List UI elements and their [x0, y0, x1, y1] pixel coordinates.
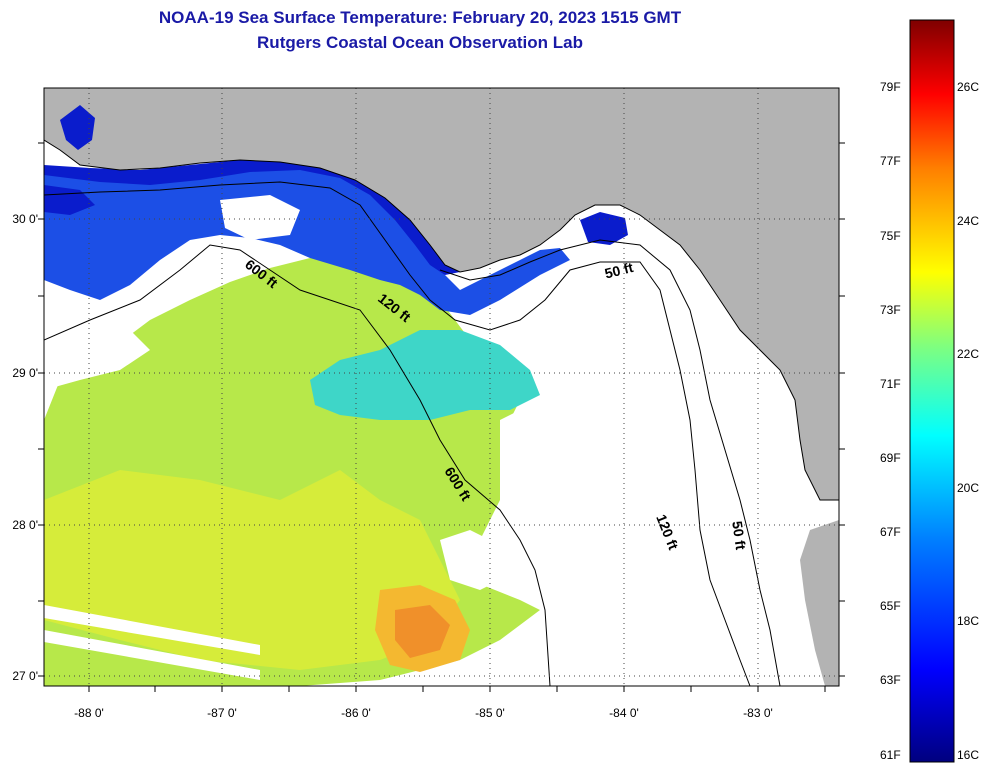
- cloud-patch: [44, 300, 150, 390]
- lat-label-30: 30 0': [12, 212, 38, 226]
- colorbar-f-label: 63F: [880, 673, 901, 687]
- colorbar-f-label: 65F: [880, 599, 901, 613]
- sst-darkblue-coastal: [44, 160, 470, 275]
- map-title: NOAA-19 Sea Surface Temperature: Februar…: [158, 8, 682, 27]
- bay-water: [60, 105, 95, 150]
- colorbar-c-label: 26C: [957, 80, 980, 94]
- sst-cyan-band: [310, 330, 540, 420]
- lon-label-87: -87 0': [207, 706, 237, 720]
- colorbar-f-label: 69F: [880, 451, 901, 465]
- cloud-patch: [220, 195, 300, 240]
- cloud-patch: [440, 530, 510, 590]
- sst-orange-core: [395, 605, 450, 658]
- lon-label-83: -83 0': [743, 706, 773, 720]
- lat-label-28: 28 0': [12, 518, 38, 532]
- colorbar-c-label: 20C: [957, 481, 980, 495]
- colorbar-c-label: 18C: [957, 614, 980, 628]
- colorbar-f-label: 75F: [880, 229, 901, 243]
- coastline: [44, 139, 839, 501]
- sst-darkblue-east: [580, 212, 628, 245]
- contour-50ft: [439, 239, 781, 686]
- colorbar-f-label: 73F: [880, 303, 901, 317]
- map-border: [43, 87, 840, 687]
- colorbar-f-label: 77F: [880, 154, 901, 168]
- axis-ticks: [38, 142, 845, 692]
- colorbar-c-label: 22C: [957, 347, 980, 361]
- sst-yellow-patch: [44, 470, 460, 670]
- map-subtitle: Rutgers Coastal Ocean Observation Lab: [257, 33, 583, 52]
- scan-gap-stripe: [44, 605, 260, 655]
- colorbar-c-label: 24C: [957, 214, 980, 228]
- scan-gap-stripe: [44, 630, 260, 680]
- colorbar-f-label: 71F: [880, 377, 901, 391]
- contour-120ft: [44, 181, 751, 686]
- contour-600ft: [44, 244, 551, 686]
- colorbar-f-label: 61F: [880, 748, 901, 762]
- colorbar-f-label: 67F: [880, 525, 901, 539]
- lon-label-85: -85 0': [475, 706, 505, 720]
- lat-label-27: 27 0': [12, 669, 38, 683]
- lon-label-86: -86 0': [341, 706, 371, 720]
- colorbar-c-label: 16C: [957, 748, 980, 762]
- lat-label-29: 29 0': [12, 366, 38, 380]
- colorbar-f-label: 79F: [880, 80, 901, 94]
- colorbar: [909, 19, 955, 763]
- land-southeast: [800, 520, 839, 686]
- sst-blue-band: [44, 166, 570, 315]
- lon-label-84: -84 0': [609, 706, 639, 720]
- land-north: [44, 88, 839, 500]
- map-layers: [44, 88, 839, 686]
- lon-label-88: -88 0': [74, 706, 104, 720]
- cloud-east: [540, 250, 810, 686]
